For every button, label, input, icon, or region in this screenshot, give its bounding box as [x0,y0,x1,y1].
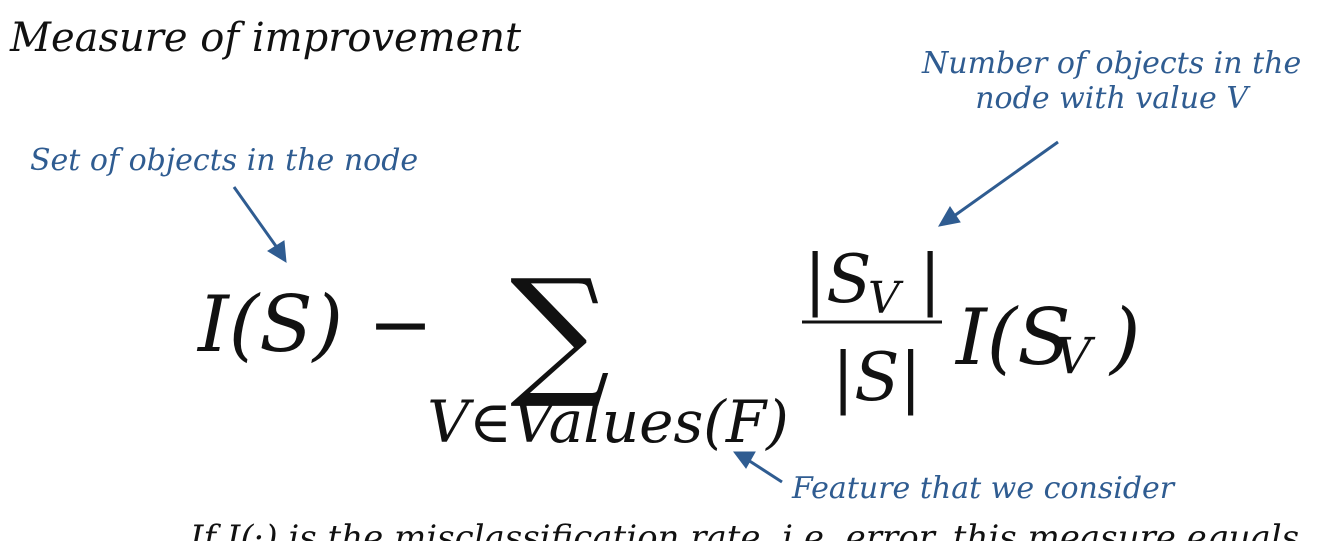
arrowhead-set [267,240,287,263]
arrowhead-numerator [938,206,961,227]
formula-left-term: I(S) − [196,280,433,370]
formula-numerator-subscript: V [868,273,904,324]
bottom-text: If I(·) is the misclassification rate, i… [190,518,1300,541]
arrowhead-feature [733,451,756,469]
formula-sum-index: V∈Values(F) [427,388,788,456]
annotation-feature: Feature that we consider [792,471,1175,506]
formula-right-term-subscript: V [1055,327,1096,385]
formula-right-term-close: ) [1108,293,1140,383]
annotation-number-of-objects: Number of objects in the node with value… [922,46,1302,116]
slide-title: Measure of improvement [10,15,522,61]
formula-sum-symbol: ∑ [510,250,610,413]
formula-denominator: |S| [832,339,922,416]
annotation-set-of-objects: Set of objects in the node [30,143,419,178]
arrow-to-set [232,186,280,250]
annotation-arrows [232,140,1059,484]
annotation-number-of-objects-line2: node with value V [975,80,1249,116]
annotation-number-of-objects-line1: Number of objects in the [922,46,1302,81]
formula-numerator: |S [804,241,871,318]
arrow-to-numerator [953,140,1059,218]
formula-numerator-close: | [919,241,941,318]
formula-right-term: I(S [954,293,1071,383]
arrow-to-feature [747,458,783,484]
